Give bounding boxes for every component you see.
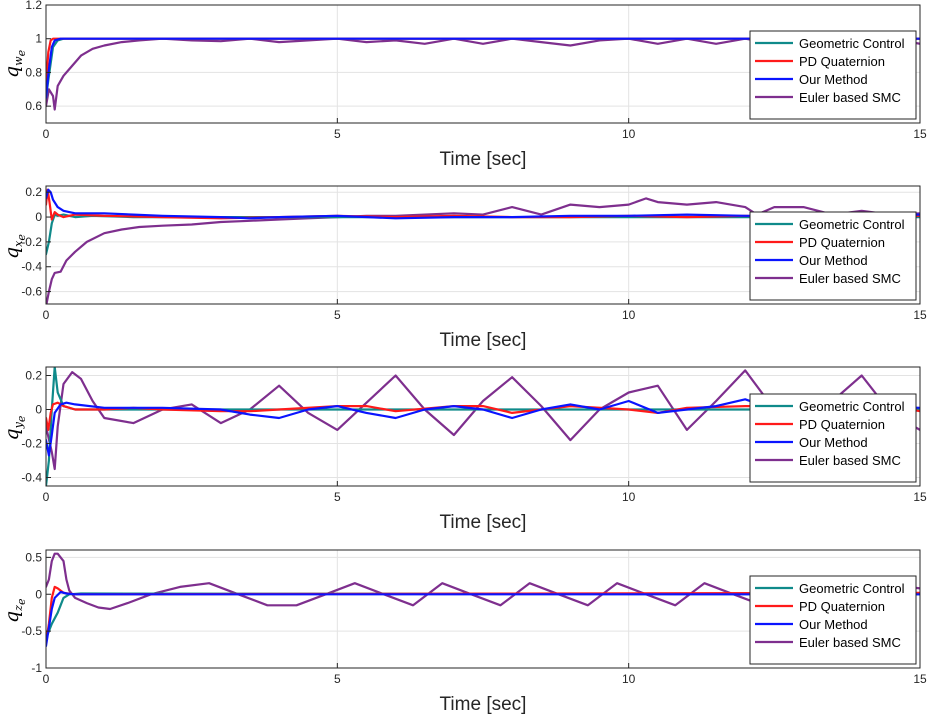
x-tick-label: 5 [334,127,341,141]
series-line-euler-based-smc [46,197,920,304]
y-axis-label: qwe [1,49,28,78]
axes-box [45,4,921,124]
y-tick-label: 0 [35,587,42,601]
legend-label: Our Method [799,253,868,268]
legend-label: Euler based SMC [799,271,901,286]
x-tick-label: 5 [334,672,341,686]
y-tick-label: -0.2 [21,437,42,451]
y-tick-label: -0.6 [21,285,42,299]
legend-label: PD Quaternion [799,235,885,250]
x-axis-label: Time [sec] [440,512,527,533]
x-tick-label: 10 [622,127,636,141]
series-line-our-method [46,590,920,648]
legend-label: PD Quaternion [799,417,885,432]
legend-label: Our Method [799,72,868,87]
axes-box [45,366,921,487]
subplot-1: 0 5 10 15 0.6 0.8 1 1.2 Time [sec] qwe Geometric C… [1,0,927,170]
x-tick-label: 15 [913,672,927,686]
x-tick-label: 0 [43,490,50,504]
legend-label: Geometric Control [799,36,905,51]
subplot-3: 0 5 10 15 -0.4 -0.2 0 0.2 Time [sec] qye Geometric… [1,366,927,533]
x-tick-label: 15 [913,308,927,322]
y-tick-label: 0.2 [25,369,42,383]
y-tick-label: 0.8 [25,65,42,79]
y-axis-label: qye [1,415,28,440]
legend-box [749,30,917,120]
x-tick-label: 0 [43,672,50,686]
legend-label: Euler based SMC [799,453,901,468]
x-tick-label: 5 [334,490,341,504]
legend-label: PD Quaternion [799,599,885,614]
y-tick-label: 1 [35,32,42,46]
y-tick-label: 0 [35,210,42,224]
x-tick-label: 10 [622,672,636,686]
y-tick-label: 0.2 [25,185,42,199]
legend-label: Euler based SMC [799,90,901,105]
y-tick-label: -0.4 [21,471,42,485]
legend-label: PD Quaternion [799,54,885,69]
y-tick-label: -0.5 [21,624,42,638]
y-tick-label: -1 [31,661,42,675]
y-tick-label: 0.6 [25,99,42,113]
series-line-our-method [46,188,920,220]
axes-box [45,185,921,305]
series-line-euler-based-smc [46,37,920,111]
x-tick-label: 5 [334,308,341,322]
legend: Geometric Control PD Quaternion Our Method… [749,393,917,483]
x-axis-label: Time [sec] [440,149,527,170]
legend: Geometric Control PD Quaternion Our Method… [749,30,917,120]
y-tick-label: 0.5 [25,550,42,564]
subplot-4: 0 5 10 15 -1 -0.5 0 0.5 Time [sec] qze Geometric C… [1,549,927,715]
series-line-our-method [46,398,920,457]
legend-label: Geometric Control [799,217,905,232]
y-axis-label: qze [1,598,28,623]
legend-box [749,211,917,301]
series-line-euler-based-smc [46,369,920,471]
x-tick-label: 15 [913,127,927,141]
series-line-our-method [46,37,920,99]
legend-box [749,393,917,483]
y-axis-label: qxe [1,234,28,259]
x-tick-label: 0 [43,127,50,141]
legend-label: Geometric Control [799,581,905,596]
axes-box [45,549,921,669]
legend-label: Our Method [799,435,868,450]
series-line-euler-based-smc [46,552,920,611]
y-tick-label: -0.4 [21,260,42,274]
legend-label: Euler based SMC [799,635,901,650]
legend: Geometric Control PD Quaternion Our Method… [749,575,917,665]
x-tick-label: 0 [43,308,50,322]
x-tick-label: 10 [622,490,636,504]
x-tick-label: 15 [913,490,927,504]
y-tick-label: -0.2 [21,235,42,249]
x-tick-label: 10 [622,308,636,322]
x-axis-label: Time [sec] [440,694,527,715]
y-tick-label: 0 [35,403,42,417]
x-axis-label: Time [sec] [440,330,527,351]
legend-box [749,575,917,665]
legend: Geometric Control PD Quaternion Our Method… [749,211,917,301]
subplot-2: 0 5 10 15 -0.6 -0.4 -0.2 0 0.2 Time [sec] qxe Geome… [1,185,927,351]
legend-label: Our Method [799,617,868,632]
y-tick-label: 1.2 [25,0,42,12]
legend-label: Geometric Control [799,399,905,414]
